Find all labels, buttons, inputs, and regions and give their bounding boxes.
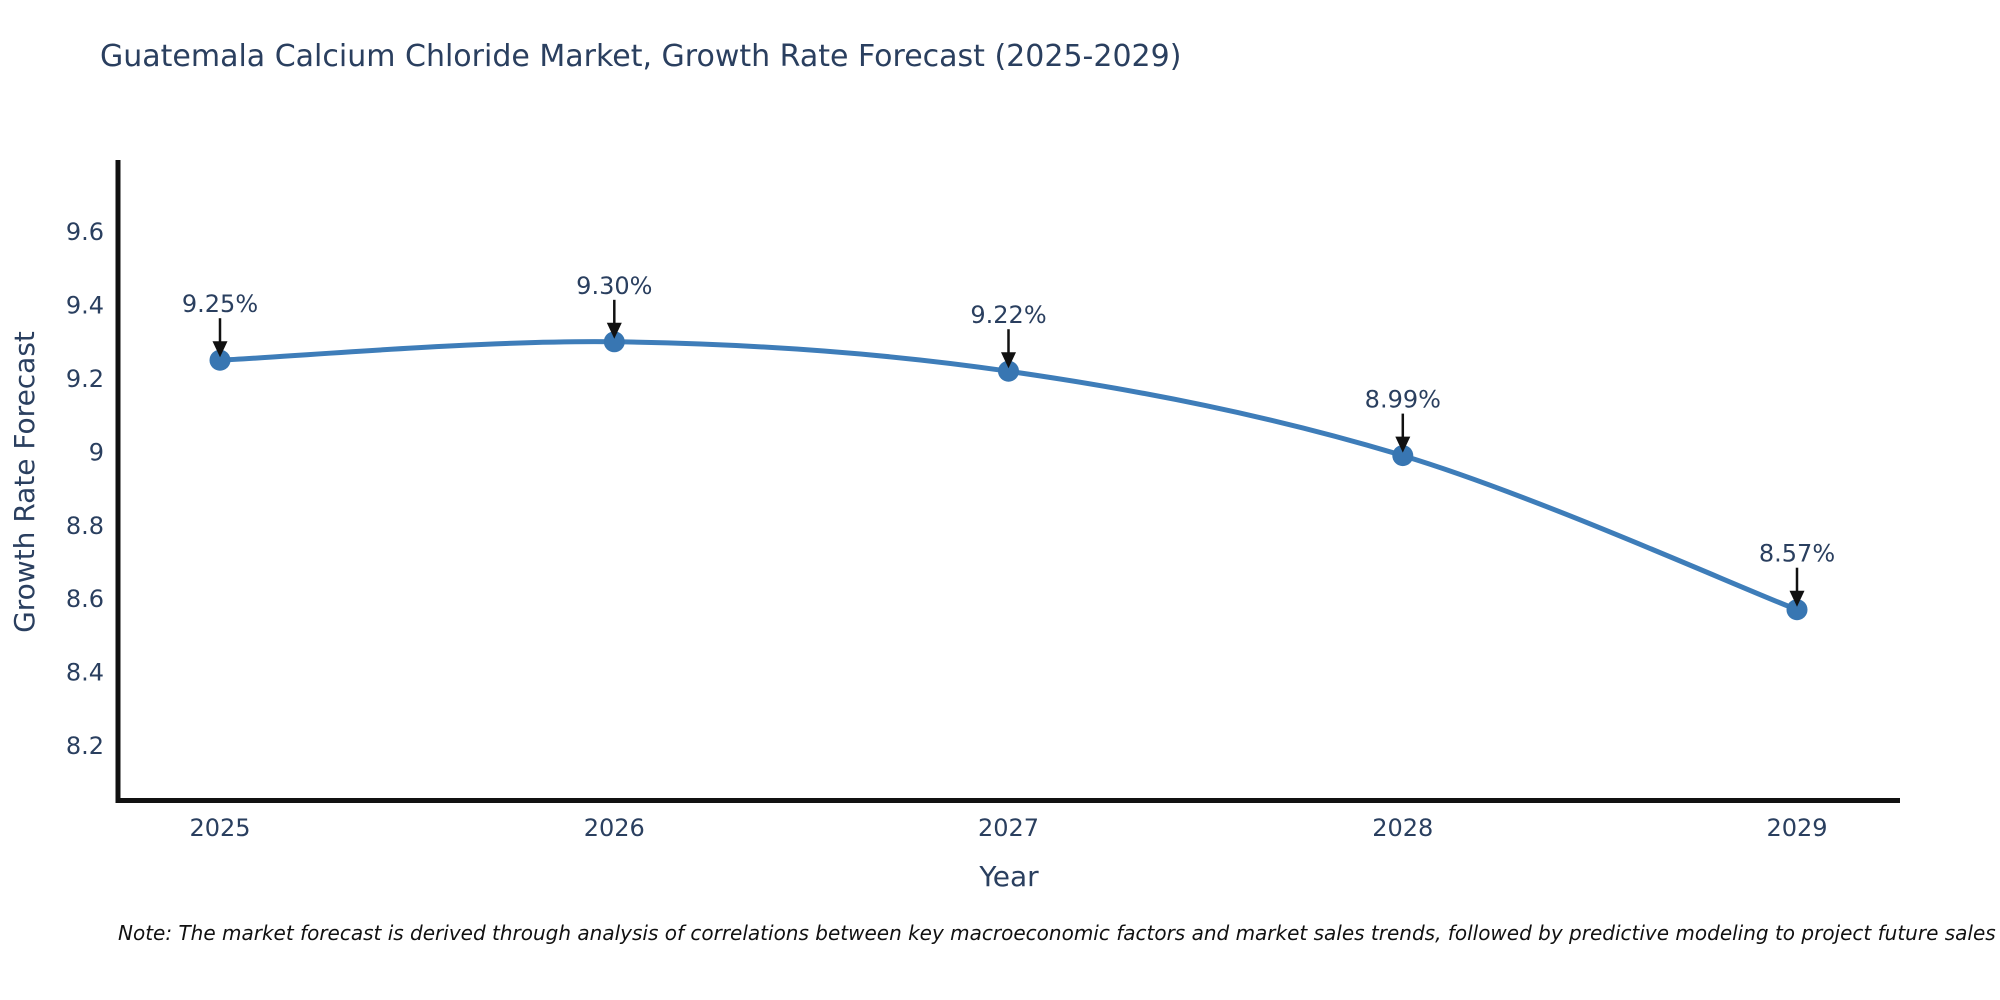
y-axis-title: Growth Rate Forecast bbox=[8, 331, 41, 633]
x-axis-tick-labels: 2025 2026 2027 2028 2029 bbox=[189, 814, 1827, 842]
y-tick-label: 8.6 bbox=[66, 585, 104, 613]
annotation-label: 9.30% bbox=[576, 272, 652, 300]
point-annotation: 9.22% bbox=[970, 301, 1047, 369]
annotation-arrowhead-icon bbox=[212, 341, 228, 358]
data-point-marker bbox=[1786, 599, 1808, 621]
point-annotation: 9.25% bbox=[182, 290, 258, 358]
y-tick-label: 9.4 bbox=[66, 292, 104, 320]
y-tick-label: 8.4 bbox=[66, 659, 104, 687]
x-tick-label: 2027 bbox=[978, 814, 1039, 842]
annotation-arrowhead-icon bbox=[1789, 590, 1805, 607]
data-point-markers bbox=[209, 331, 1808, 621]
data-point-marker bbox=[1392, 445, 1414, 467]
y-tick-label: 9 bbox=[89, 438, 104, 466]
annotation-label: 9.25% bbox=[182, 290, 258, 318]
y-tick-label: 9.2 bbox=[66, 365, 104, 393]
annotation-label: 8.99% bbox=[1365, 386, 1441, 414]
point-annotation: 8.57% bbox=[1759, 540, 1835, 607]
point-annotations: 9.25% 9.30% 9.22% 8.99% 8.57% bbox=[182, 272, 1835, 607]
series-line bbox=[217, 339, 1800, 613]
x-tick-label: 2025 bbox=[189, 814, 250, 842]
y-tick-label: 8.2 bbox=[66, 732, 104, 760]
x-tick-label: 2029 bbox=[1766, 814, 1827, 842]
annotation-label: 8.57% bbox=[1759, 540, 1835, 568]
chart-title: Guatemala Calcium Chloride Market, Growt… bbox=[100, 39, 1181, 74]
annotation-arrowhead-icon bbox=[1395, 436, 1411, 453]
data-point-marker bbox=[998, 360, 1019, 382]
x-tick-label: 2028 bbox=[1372, 814, 1433, 842]
y-tick-label: 9.6 bbox=[66, 218, 104, 246]
annotation-arrowhead-icon bbox=[1001, 352, 1016, 369]
footnote: Note: The market forecast is derived thr… bbox=[118, 921, 1996, 945]
y-tick-label: 8.8 bbox=[66, 512, 104, 540]
x-axis-title: Year bbox=[978, 860, 1039, 893]
y-axis-tick-labels: 9.6 9.4 9.2 9 8.8 8.6 8.4 8.2 bbox=[66, 218, 104, 760]
point-annotation: 9.30% bbox=[576, 272, 652, 339]
data-point-marker bbox=[209, 349, 231, 371]
annotation-label: 9.22% bbox=[970, 301, 1046, 329]
data-point-marker bbox=[603, 331, 625, 353]
point-annotation: 8.99% bbox=[1365, 386, 1441, 453]
x-tick-label: 2026 bbox=[584, 814, 645, 842]
axis-lines bbox=[115, 160, 1900, 803]
annotation-arrowhead-icon bbox=[606, 322, 622, 339]
